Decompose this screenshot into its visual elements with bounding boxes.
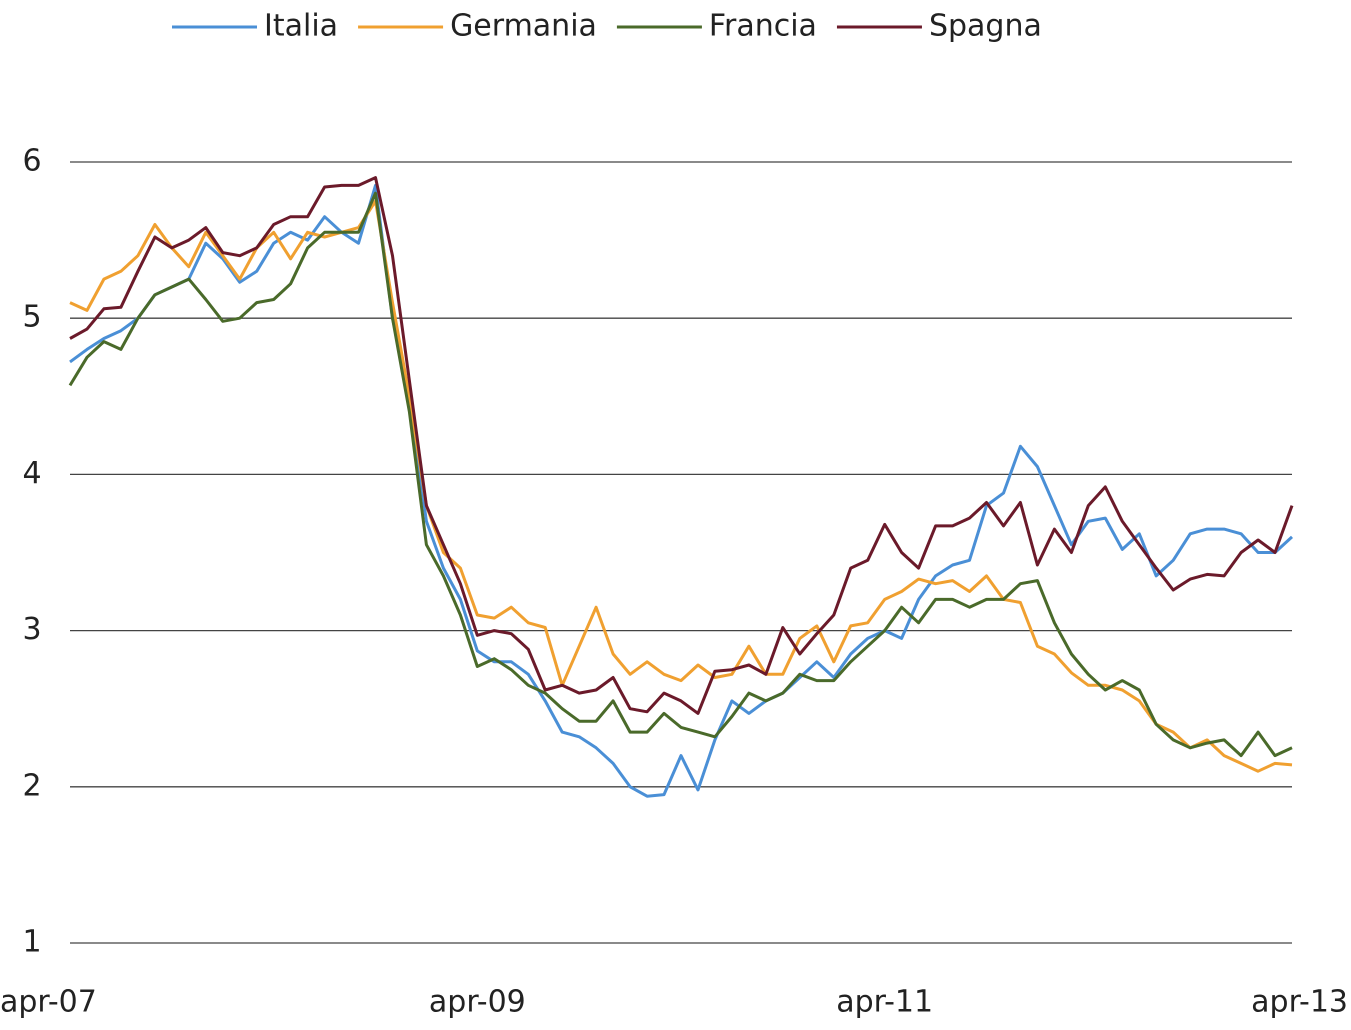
y-tick-label: 5 bbox=[22, 300, 41, 335]
x-tick-label: apr-07 bbox=[0, 985, 97, 1020]
legend-label: Italia bbox=[264, 9, 338, 44]
y-tick-label: 6 bbox=[22, 144, 41, 179]
x-tick-label: apr-09 bbox=[429, 985, 526, 1020]
y-tick-label: 1 bbox=[22, 925, 41, 960]
y-tick-label: 3 bbox=[22, 612, 41, 647]
x-tick-label: apr-13 bbox=[1251, 985, 1348, 1020]
legend-label: Spagna bbox=[929, 9, 1042, 44]
series-line bbox=[68, 191, 1293, 758]
series-line bbox=[69, 176, 1294, 715]
x-tick-label: apr-11 bbox=[836, 985, 933, 1020]
series-line bbox=[69, 183, 1294, 798]
y-tick-label: 2 bbox=[22, 768, 41, 803]
y-tick-label: 4 bbox=[22, 456, 41, 491]
series-line bbox=[69, 199, 1293, 773]
legend-label: Germania bbox=[450, 9, 597, 44]
legend-label: Francia bbox=[709, 9, 817, 44]
